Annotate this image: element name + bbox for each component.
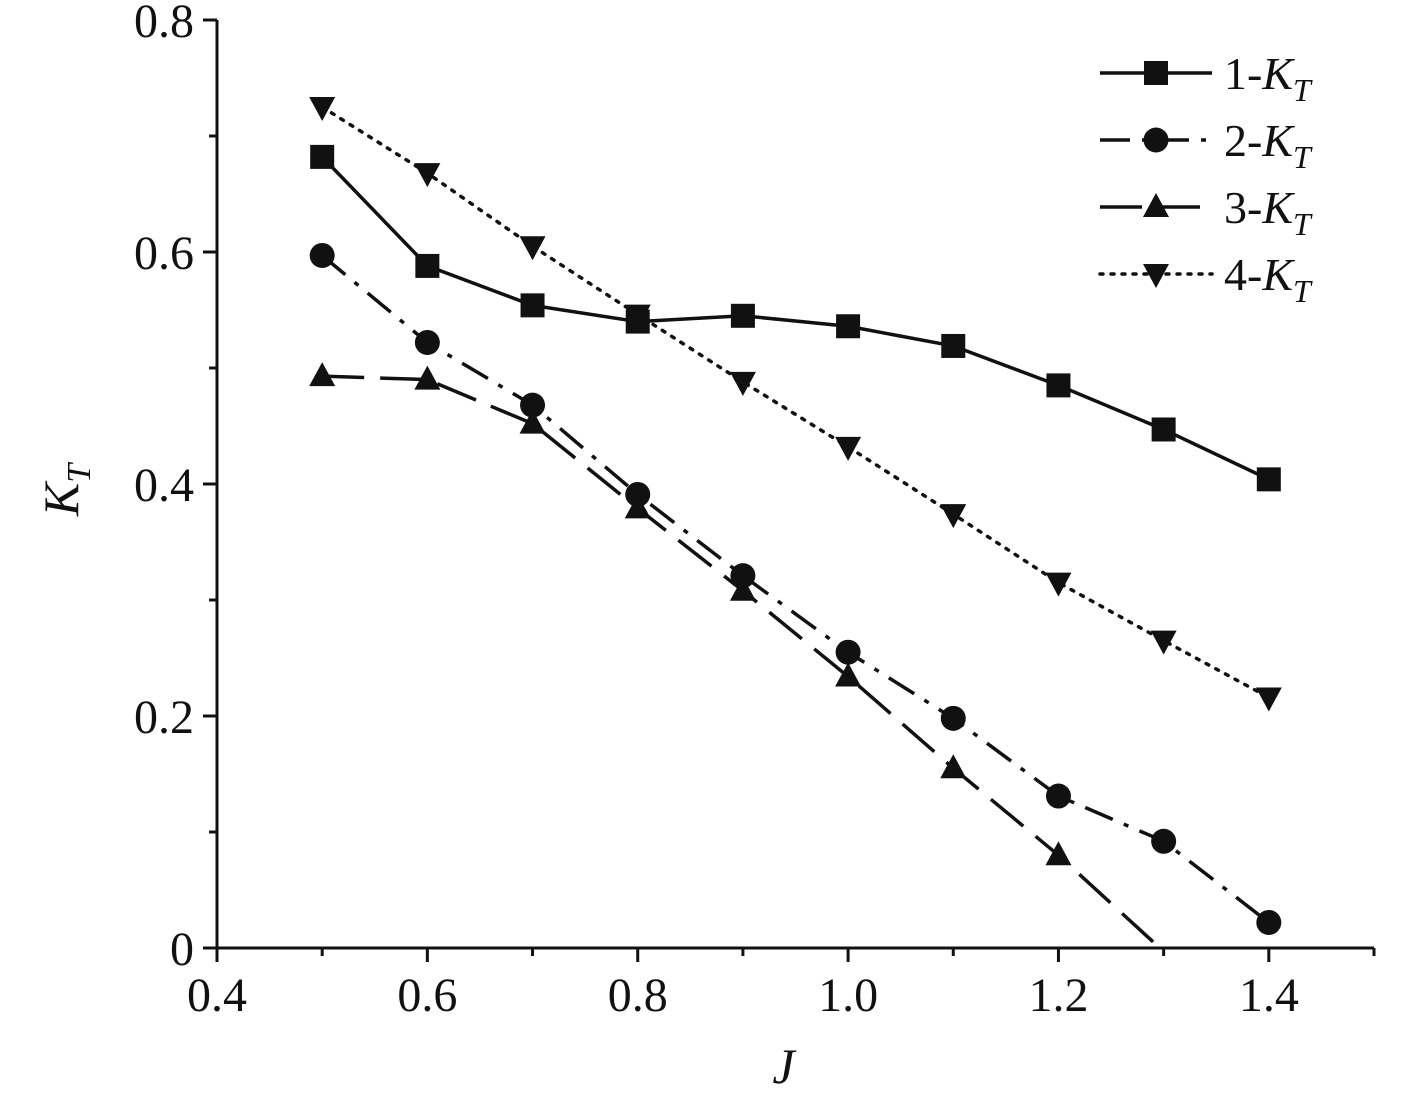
- legend-label-name: 4-K: [1224, 249, 1295, 300]
- x-tick-label: 0.6: [397, 969, 457, 1022]
- y-axis-title: KT: [33, 462, 98, 517]
- legend-label-k: K: [1261, 115, 1295, 166]
- series-3-marker: [1045, 841, 1072, 866]
- legend-label-prefix: 3-: [1224, 182, 1262, 233]
- series-1-marker: [1256, 467, 1281, 492]
- series-line-1: [320, 155, 1270, 481]
- series-2-marker: [414, 329, 440, 355]
- series-4-marker: [309, 97, 336, 121]
- series-2-marker: [730, 563, 756, 589]
- series-3-marker: [729, 576, 756, 601]
- series-4-marker: [835, 436, 862, 461]
- series-3-marker: [835, 662, 862, 687]
- legend-label-name: 3-K: [1224, 182, 1295, 233]
- series-3-marker: [519, 409, 546, 434]
- legend-label-name: 2-K: [1224, 115, 1295, 166]
- axes: [203, 18, 1376, 962]
- legend-label-sub: T: [1293, 139, 1313, 175]
- series-1-marker: [415, 253, 440, 278]
- series-2-marker: [940, 705, 966, 731]
- legend-label: 3-KT: [1224, 182, 1313, 242]
- series-2-marker: [309, 242, 335, 268]
- series-layer: [320, 105, 1271, 948]
- legend-label-sub: T: [1293, 206, 1313, 242]
- x-axis-title: J: [772, 1038, 797, 1094]
- series-4-marker: [1150, 630, 1177, 655]
- legend-label-k: K: [1261, 48, 1295, 99]
- legend-entry-4: 4-KT: [1098, 249, 1313, 309]
- legend-label: 2-KT: [1224, 115, 1313, 175]
- legend-label-sub: T: [1293, 273, 1313, 309]
- marker-layer: [309, 97, 1282, 935]
- series-4-marker: [519, 236, 546, 261]
- series-line-2: [321, 254, 1270, 924]
- series-4-marker: [414, 163, 441, 188]
- y-tick-label: 0: [170, 923, 194, 976]
- legend-entry-3: 3-KT: [1100, 182, 1313, 242]
- legend-label: 1-KT: [1224, 48, 1313, 108]
- legend-label-prefix: 4-: [1224, 249, 1262, 300]
- legend-entry-2: 2-KT: [1100, 115, 1313, 175]
- series-3-marker: [309, 362, 336, 387]
- series-1-marker: [520, 293, 545, 318]
- y-tick-label: 0.2: [134, 691, 194, 744]
- series-4-marker: [729, 371, 756, 396]
- y-axis-title-base: K: [33, 480, 89, 517]
- x-tick-label: 1.4: [1239, 969, 1299, 1022]
- x-tick-label: 0.8: [608, 969, 668, 1022]
- series-2-marker: [835, 639, 861, 665]
- y-tick-label: 0.4: [134, 459, 194, 512]
- legend-label-prefix: 2-: [1224, 115, 1262, 166]
- series-line-4: [320, 105, 1271, 700]
- x-tick-label: 0.4: [187, 969, 247, 1022]
- legend: 1-KT2-KT3-KT4-KT: [1098, 48, 1313, 309]
- x-tick-label: 1.0: [818, 969, 878, 1022]
- x-tick-label: 1.2: [1028, 969, 1088, 1022]
- legend-label-k: K: [1261, 249, 1295, 300]
- y-tick-label: 0.6: [134, 227, 194, 280]
- legend-label-name: 1-K: [1224, 48, 1295, 99]
- series-line-3: [322, 374, 1163, 948]
- legend-marker: [1143, 193, 1169, 217]
- series-1-marker: [730, 303, 755, 328]
- series-1-marker: [1046, 373, 1071, 398]
- y-axis-title-text: KT: [33, 462, 98, 517]
- legend-label-k: K: [1261, 182, 1295, 233]
- series-4-marker: [1255, 687, 1282, 712]
- series-3-marker: [414, 365, 441, 390]
- legend-entry-1: 1-KT: [1100, 48, 1313, 108]
- legend-label-prefix: 1-: [1224, 48, 1262, 99]
- legend-marker: [1143, 264, 1169, 288]
- series-4-marker: [1045, 572, 1072, 597]
- series-3-marker: [940, 754, 967, 779]
- series-2-marker: [1045, 783, 1071, 809]
- series-1-marker: [310, 144, 335, 169]
- y-axis-title-sub: T: [61, 462, 98, 483]
- series-2-marker: [1256, 909, 1282, 935]
- legend-label-sub: T: [1293, 72, 1313, 108]
- series-1-marker: [1151, 417, 1176, 442]
- series-4-marker: [624, 304, 651, 329]
- series-3-marker: [624, 494, 651, 519]
- legend-label: 4-KT: [1224, 249, 1313, 309]
- legend-marker: [1143, 127, 1169, 153]
- series-1-marker: [941, 333, 966, 358]
- legend-marker: [1144, 61, 1168, 85]
- series-2-marker: [520, 392, 546, 418]
- series-4-marker: [940, 504, 967, 529]
- y-tick-label: 0.8: [134, 0, 194, 48]
- series-1-marker: [836, 314, 861, 339]
- series-2-marker: [1151, 828, 1177, 854]
